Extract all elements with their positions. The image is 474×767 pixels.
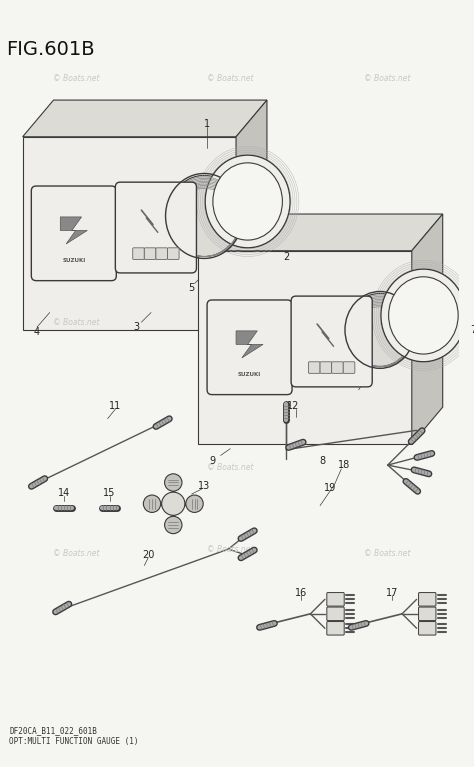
Text: © Boats.net: © Boats.net bbox=[207, 463, 254, 472]
Ellipse shape bbox=[381, 269, 466, 362]
Text: 1: 1 bbox=[204, 119, 210, 129]
Text: SUZUKI: SUZUKI bbox=[238, 372, 261, 377]
Circle shape bbox=[143, 495, 161, 512]
FancyBboxPatch shape bbox=[343, 362, 355, 374]
Text: 6: 6 bbox=[360, 374, 366, 384]
FancyBboxPatch shape bbox=[144, 248, 156, 259]
Circle shape bbox=[164, 516, 182, 534]
Text: © Boats.net: © Boats.net bbox=[365, 549, 411, 558]
Text: © Boats.net: © Boats.net bbox=[54, 318, 100, 327]
FancyBboxPatch shape bbox=[156, 248, 167, 259]
Text: 20: 20 bbox=[142, 550, 155, 560]
Polygon shape bbox=[236, 100, 267, 330]
FancyBboxPatch shape bbox=[133, 248, 144, 259]
Text: © Boats.net: © Boats.net bbox=[54, 549, 100, 558]
Text: FIG.601B: FIG.601B bbox=[6, 40, 95, 59]
Polygon shape bbox=[23, 100, 267, 137]
Text: 15: 15 bbox=[103, 488, 116, 498]
FancyBboxPatch shape bbox=[167, 248, 179, 259]
Text: © Boats.net: © Boats.net bbox=[54, 74, 100, 84]
FancyBboxPatch shape bbox=[419, 607, 436, 621]
Text: 16: 16 bbox=[295, 588, 307, 597]
Text: 19: 19 bbox=[324, 483, 336, 493]
Text: 7: 7 bbox=[471, 325, 474, 335]
Text: © Boats.net: © Boats.net bbox=[207, 318, 254, 327]
FancyBboxPatch shape bbox=[31, 186, 116, 281]
Circle shape bbox=[186, 495, 203, 512]
FancyBboxPatch shape bbox=[115, 182, 196, 273]
FancyBboxPatch shape bbox=[320, 362, 332, 374]
Text: 9: 9 bbox=[210, 456, 216, 466]
Polygon shape bbox=[236, 331, 263, 358]
Ellipse shape bbox=[389, 277, 458, 354]
Polygon shape bbox=[412, 214, 443, 444]
FancyBboxPatch shape bbox=[291, 296, 372, 387]
Ellipse shape bbox=[167, 176, 241, 256]
Text: 8: 8 bbox=[319, 456, 325, 466]
Text: 10: 10 bbox=[427, 315, 439, 325]
Ellipse shape bbox=[347, 294, 413, 367]
Text: 12: 12 bbox=[287, 401, 299, 411]
Polygon shape bbox=[199, 214, 443, 251]
FancyBboxPatch shape bbox=[309, 362, 320, 374]
Text: SUZUKI: SUZUKI bbox=[62, 258, 85, 263]
FancyBboxPatch shape bbox=[332, 362, 343, 374]
Ellipse shape bbox=[205, 155, 290, 248]
Text: 11: 11 bbox=[109, 401, 121, 411]
Polygon shape bbox=[60, 217, 87, 244]
FancyBboxPatch shape bbox=[327, 593, 344, 606]
Text: 13: 13 bbox=[198, 482, 210, 492]
FancyBboxPatch shape bbox=[207, 300, 292, 394]
FancyBboxPatch shape bbox=[419, 621, 436, 635]
FancyBboxPatch shape bbox=[327, 607, 344, 621]
Text: 3: 3 bbox=[134, 322, 140, 332]
Text: 5: 5 bbox=[189, 283, 195, 294]
Circle shape bbox=[164, 474, 182, 491]
Text: 14: 14 bbox=[58, 488, 70, 498]
Text: OPT:MULTI FUNCTION GAUGE (1): OPT:MULTI FUNCTION GAUGE (1) bbox=[9, 737, 138, 746]
Ellipse shape bbox=[213, 163, 283, 240]
Text: DF20CA_B11_022_601B: DF20CA_B11_022_601B bbox=[9, 726, 97, 735]
Text: 2: 2 bbox=[283, 252, 290, 262]
Text: © Boats.net: © Boats.net bbox=[365, 74, 411, 84]
Text: 17: 17 bbox=[386, 588, 399, 597]
Text: 18: 18 bbox=[338, 460, 350, 470]
Text: © Boats.net: © Boats.net bbox=[365, 318, 411, 327]
Text: © Boats.net: © Boats.net bbox=[207, 545, 254, 554]
FancyBboxPatch shape bbox=[419, 593, 436, 606]
Polygon shape bbox=[199, 251, 412, 444]
FancyBboxPatch shape bbox=[327, 621, 344, 635]
Text: 4: 4 bbox=[34, 327, 40, 337]
Circle shape bbox=[162, 492, 185, 515]
Text: © Boats.net: © Boats.net bbox=[207, 74, 254, 84]
Polygon shape bbox=[23, 137, 236, 330]
